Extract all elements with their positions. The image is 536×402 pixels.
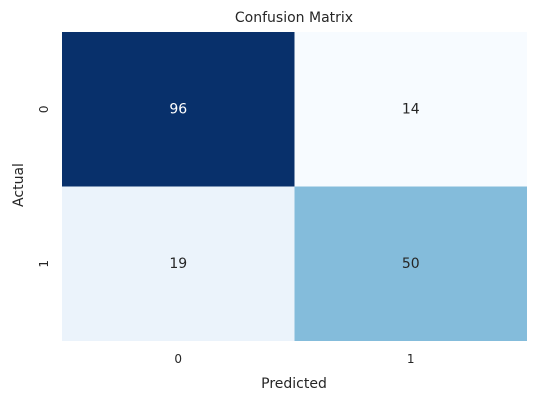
x-tick-label-0: 0 bbox=[174, 352, 182, 366]
cell-value-r1-c1: 50 bbox=[402, 256, 420, 272]
y-tick-label-0: 0 bbox=[37, 105, 51, 113]
x-tick-label-1: 1 bbox=[407, 352, 415, 366]
x-axis-label: Predicted bbox=[261, 376, 327, 392]
y-axis-label: Actual bbox=[11, 163, 27, 207]
y-axis-ticks: 01 bbox=[37, 105, 51, 267]
cell-value-r1-c0: 19 bbox=[169, 256, 187, 272]
heatmap-cell-r0-c1 bbox=[294, 32, 527, 187]
heatmap-cell-r1-c0 bbox=[62, 186, 295, 341]
heatmap-cell-r0-c0 bbox=[62, 32, 295, 187]
y-tick-label-1: 1 bbox=[37, 260, 51, 268]
heatmap-cell-labels: 96 14 19 50 bbox=[169, 101, 419, 272]
cell-value-r0-c0: 96 bbox=[169, 101, 187, 117]
chart-title: Confusion Matrix bbox=[235, 10, 353, 26]
cell-value-r0-c1: 14 bbox=[402, 101, 420, 117]
heatmap-cell-r1-c1 bbox=[294, 186, 527, 341]
heatmap-cells bbox=[62, 32, 527, 341]
